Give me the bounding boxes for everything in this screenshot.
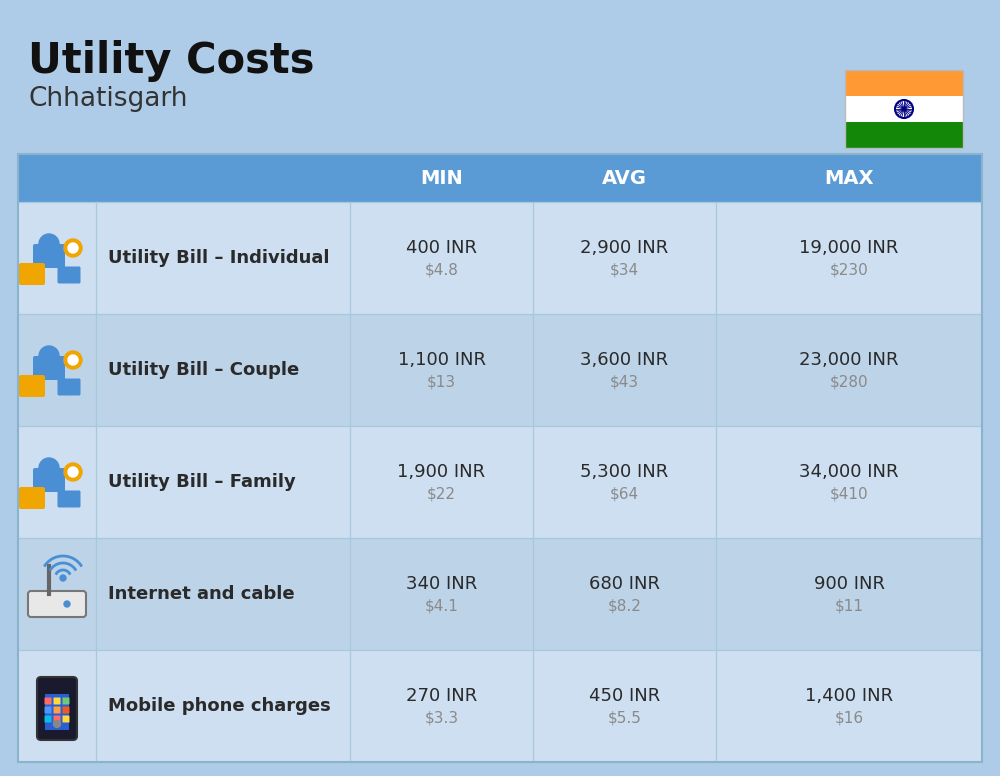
Text: Utility Bill – Couple: Utility Bill – Couple (108, 361, 299, 379)
Circle shape (64, 463, 82, 481)
Text: MIN: MIN (420, 168, 463, 188)
Text: 19,000 INR: 19,000 INR (799, 239, 899, 257)
FancyBboxPatch shape (18, 426, 982, 538)
FancyBboxPatch shape (33, 244, 65, 268)
Text: $22: $22 (427, 487, 456, 501)
Text: $280: $280 (830, 375, 868, 390)
Text: 900 INR: 900 INR (814, 575, 885, 593)
Text: $230: $230 (830, 262, 868, 278)
FancyBboxPatch shape (18, 314, 982, 426)
Text: 2,900 INR: 2,900 INR (580, 239, 669, 257)
Text: $16: $16 (834, 711, 864, 726)
Circle shape (60, 575, 66, 581)
FancyBboxPatch shape (845, 96, 963, 122)
FancyBboxPatch shape (845, 122, 963, 148)
Text: 680 INR: 680 INR (589, 575, 660, 593)
Text: Internet and cable: Internet and cable (108, 585, 295, 603)
FancyBboxPatch shape (18, 650, 982, 762)
Text: $11: $11 (834, 598, 864, 614)
Text: Utility Bill – Individual: Utility Bill – Individual (108, 249, 330, 267)
Circle shape (39, 234, 59, 254)
FancyBboxPatch shape (845, 70, 963, 96)
Circle shape (64, 239, 82, 257)
Text: 270 INR: 270 INR (406, 687, 477, 705)
Circle shape (68, 243, 78, 253)
FancyBboxPatch shape (28, 591, 86, 617)
Circle shape (902, 108, 906, 110)
Circle shape (39, 458, 59, 478)
Circle shape (39, 346, 59, 366)
Text: $43: $43 (610, 375, 639, 390)
FancyBboxPatch shape (33, 468, 65, 492)
FancyBboxPatch shape (58, 379, 80, 396)
FancyBboxPatch shape (54, 706, 60, 713)
Text: 1,100 INR: 1,100 INR (398, 351, 486, 369)
Text: Mobile phone charges: Mobile phone charges (108, 697, 331, 715)
FancyBboxPatch shape (62, 715, 70, 722)
Text: $4.1: $4.1 (425, 598, 458, 614)
Text: $64: $64 (610, 487, 639, 501)
FancyBboxPatch shape (44, 706, 52, 713)
Circle shape (54, 720, 60, 728)
Text: 340 INR: 340 INR (406, 575, 477, 593)
FancyBboxPatch shape (19, 263, 45, 285)
FancyBboxPatch shape (54, 715, 60, 722)
Text: $4.8: $4.8 (425, 262, 458, 278)
Text: Utility Costs: Utility Costs (28, 40, 314, 82)
Text: $410: $410 (830, 487, 868, 501)
FancyBboxPatch shape (33, 356, 65, 380)
FancyBboxPatch shape (58, 266, 80, 283)
Text: 1,900 INR: 1,900 INR (397, 463, 486, 481)
Circle shape (64, 601, 70, 607)
FancyBboxPatch shape (19, 375, 45, 397)
Text: 450 INR: 450 INR (589, 687, 660, 705)
FancyBboxPatch shape (37, 677, 77, 740)
FancyBboxPatch shape (62, 698, 70, 705)
Text: $8.2: $8.2 (608, 598, 641, 614)
Text: 23,000 INR: 23,000 INR (799, 351, 899, 369)
Text: 400 INR: 400 INR (406, 239, 477, 257)
FancyBboxPatch shape (44, 715, 52, 722)
Text: Chhatisgarh: Chhatisgarh (28, 86, 188, 112)
FancyBboxPatch shape (44, 698, 52, 705)
FancyBboxPatch shape (18, 538, 982, 650)
Text: $3.3: $3.3 (424, 711, 459, 726)
Text: AVG: AVG (602, 168, 647, 188)
FancyBboxPatch shape (58, 490, 80, 508)
FancyBboxPatch shape (54, 698, 60, 705)
Circle shape (68, 467, 78, 477)
FancyBboxPatch shape (19, 487, 45, 509)
Text: 1,400 INR: 1,400 INR (805, 687, 893, 705)
Text: $13: $13 (427, 375, 456, 390)
Text: $5.5: $5.5 (608, 711, 641, 726)
FancyBboxPatch shape (18, 202, 982, 314)
Circle shape (64, 351, 82, 369)
FancyBboxPatch shape (62, 706, 70, 713)
Text: 34,000 INR: 34,000 INR (799, 463, 899, 481)
Circle shape (68, 355, 78, 365)
Text: 3,600 INR: 3,600 INR (580, 351, 669, 369)
Text: MAX: MAX (824, 168, 874, 188)
FancyBboxPatch shape (45, 694, 69, 730)
Text: $34: $34 (610, 262, 639, 278)
Text: 5,300 INR: 5,300 INR (580, 463, 669, 481)
Text: Utility Bill – Family: Utility Bill – Family (108, 473, 296, 491)
FancyBboxPatch shape (18, 154, 982, 202)
